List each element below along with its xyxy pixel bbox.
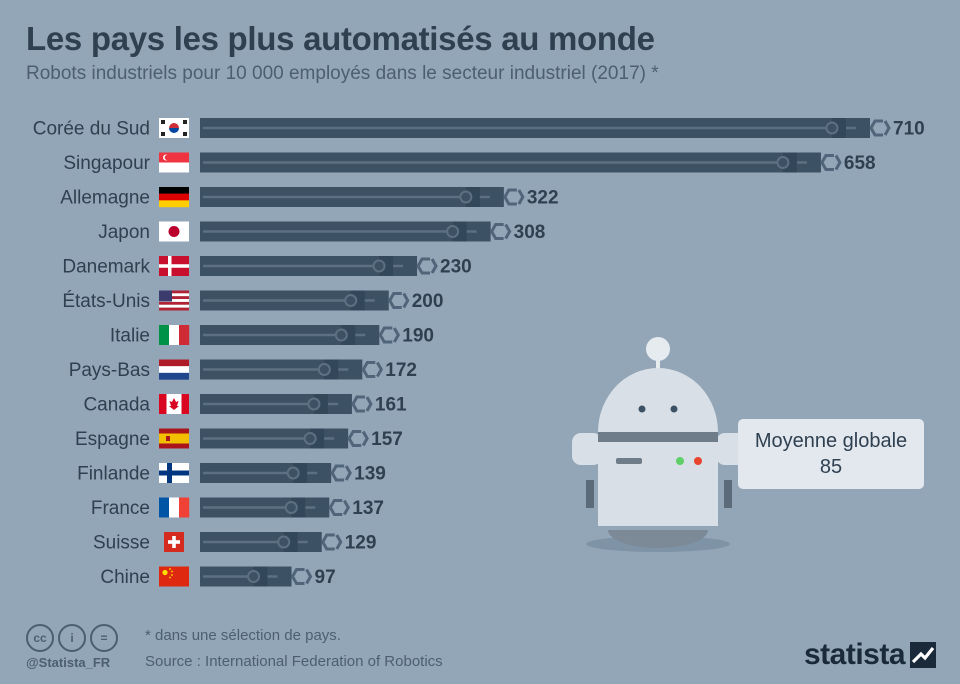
robot-illustration	[572, 337, 746, 552]
bar	[200, 359, 384, 380]
bar	[200, 256, 438, 276]
bar	[200, 532, 343, 552]
category-label: Espagne	[75, 429, 150, 450]
denmark-flag-icon	[159, 256, 189, 276]
value-label: 172	[385, 360, 417, 381]
value-label: 658	[844, 153, 876, 174]
value-label: 230	[440, 257, 472, 278]
category-label: France	[91, 498, 150, 519]
bar	[200, 394, 373, 414]
category-label: États-Unis	[62, 291, 150, 312]
global-average-value: 85	[819, 456, 843, 478]
global-average-callout: Moyenne globale 85	[738, 419, 924, 489]
global-average-label: Moyenne globale	[754, 430, 908, 452]
value-label: 157	[371, 429, 403, 450]
value-label: 322	[527, 188, 559, 209]
category-label: Allemagne	[60, 188, 150, 209]
value-label: 200	[412, 291, 444, 312]
bar	[200, 118, 891, 138]
bar	[200, 221, 512, 242]
france-flag-icon	[159, 497, 190, 518]
bar	[200, 290, 410, 311]
category-label: Danemark	[62, 257, 150, 278]
statista-logo-text: statista	[804, 638, 906, 671]
category-label: Chine	[100, 567, 150, 588]
social-handle: @Statista_FR	[26, 655, 111, 670]
category-label: Finlande	[77, 464, 150, 485]
value-label: 161	[375, 395, 407, 416]
value-label: 190	[402, 326, 434, 347]
bar	[200, 566, 313, 587]
bar-chart: Corée du Sud 710 Singapour 658 Allemagne 322 J…	[33, 118, 925, 588]
bar	[200, 325, 401, 345]
footnote: * dans une sélection de pays.	[145, 627, 341, 644]
bar	[200, 463, 352, 483]
canada-flag-icon	[159, 394, 189, 414]
value-label: 97	[315, 567, 336, 588]
bar	[200, 187, 525, 207]
bar	[200, 497, 351, 518]
value-label: 710	[893, 119, 925, 140]
statista-logo-icon	[910, 642, 936, 668]
south-korea-flag-icon	[159, 118, 189, 138]
value-label: 137	[352, 498, 384, 519]
source-note: Source : International Federation of Rob…	[145, 653, 443, 670]
value-label: 129	[345, 533, 377, 554]
netherlands-flag-icon	[159, 359, 189, 380]
bar	[200, 152, 842, 173]
category-label: Pays-Bas	[69, 360, 150, 381]
category-label: Suisse	[93, 533, 150, 554]
finland-flag-icon	[159, 463, 189, 483]
category-label: Corée du Sud	[33, 119, 150, 140]
attribution-icon: i	[58, 624, 86, 652]
value-label: 139	[354, 464, 386, 485]
value-label: 308	[514, 222, 546, 243]
chart-subtitle: Robots industriels pour 10 000 employés …	[26, 63, 659, 84]
germany-flag-icon	[159, 187, 189, 208]
japan-flag-icon	[159, 221, 189, 242]
singapore-flag-icon	[159, 152, 189, 173]
bar	[200, 428, 369, 449]
category-label: Italie	[110, 326, 150, 347]
chart-title: Les pays les plus automatisés au monde	[26, 20, 655, 57]
no-derivatives-icon: =	[90, 624, 118, 652]
spain-flag-icon	[159, 428, 189, 449]
category-label: Canada	[83, 395, 150, 416]
china-flag-icon	[159, 566, 189, 587]
italy-flag-icon	[159, 325, 190, 345]
category-label: Japon	[98, 222, 150, 243]
category-label: Singapour	[63, 153, 150, 174]
usa-flag-icon	[159, 290, 189, 311]
creative-commons-icon: cc	[26, 624, 54, 652]
switzerland-flag-icon	[164, 532, 184, 552]
